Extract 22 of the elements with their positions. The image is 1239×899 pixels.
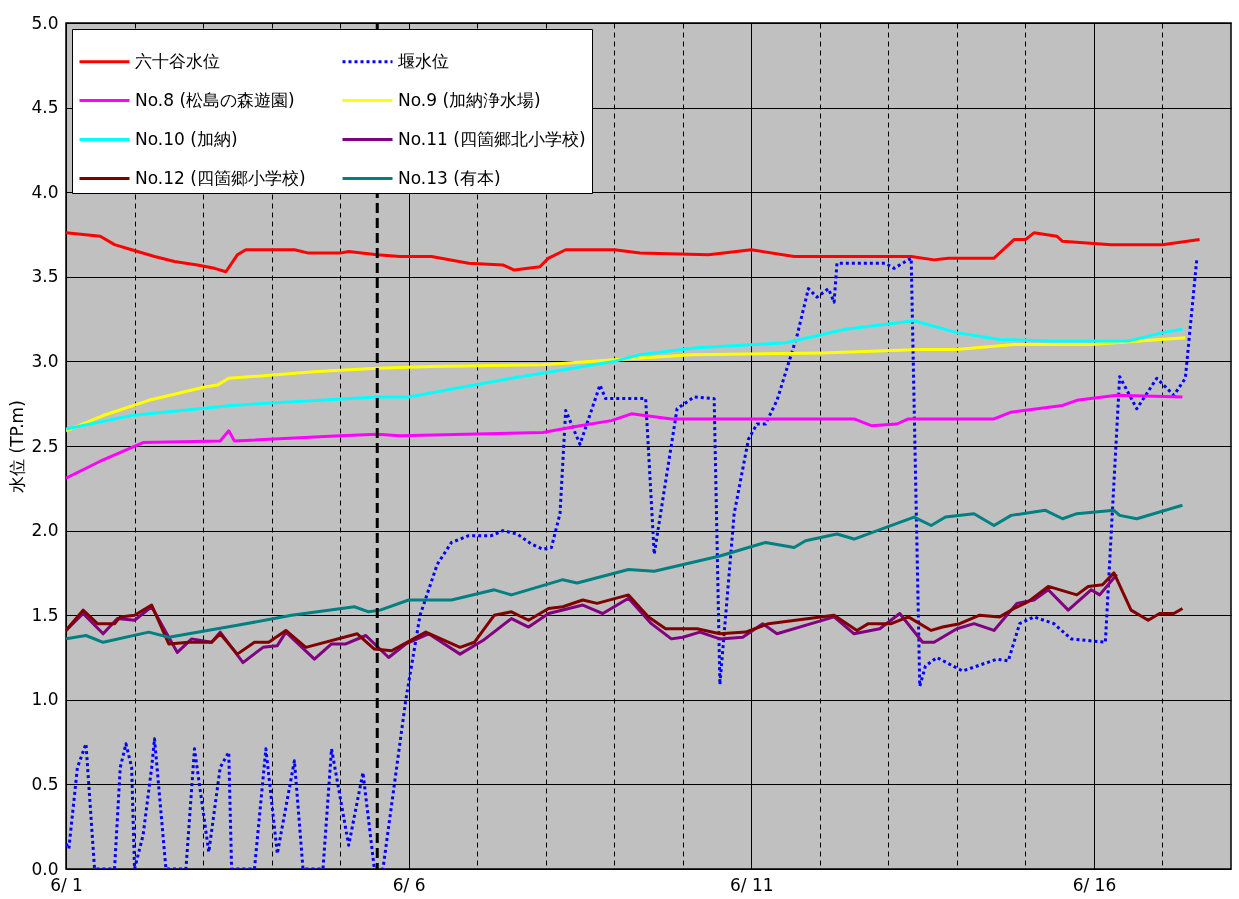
legend-label: No.10 (加納) bbox=[135, 128, 238, 149]
x-tick-label: 6/ 16 bbox=[1072, 874, 1117, 895]
y-tick-label: 4.5 bbox=[31, 97, 59, 118]
legend-label: No.9 (加納浄水場) bbox=[398, 89, 541, 110]
y-tick-label: 3.0 bbox=[31, 350, 59, 371]
y-axis-title: 水位 (TP.m) bbox=[7, 400, 28, 493]
y-tick-label: 2.5 bbox=[31, 435, 59, 456]
y-tick-label: 0.5 bbox=[31, 773, 59, 794]
legend-label: No.13 (有本) bbox=[398, 167, 501, 188]
legend-label: No.8 (松島の森遊園) bbox=[135, 89, 295, 110]
x-tick-label: 6/ 11 bbox=[730, 874, 774, 895]
y-tick-label: 2.0 bbox=[31, 520, 59, 541]
y-tick-label: 1.0 bbox=[31, 689, 59, 710]
legend-label: 六十谷水位 bbox=[135, 50, 220, 71]
y-tick-label: 1.5 bbox=[31, 604, 59, 625]
x-tick-label: 6/ 6 bbox=[392, 874, 426, 895]
legend-label: 堰水位 bbox=[397, 50, 449, 71]
y-tick-label: 3.5 bbox=[31, 266, 59, 287]
y-tick-label: 4.0 bbox=[31, 181, 59, 202]
legend-label: No.11 (四箇郷北小学校) bbox=[398, 128, 586, 149]
y-tick-label: 5.0 bbox=[31, 12, 59, 33]
legend-label: No.12 (四箇郷小学校) bbox=[135, 167, 306, 188]
